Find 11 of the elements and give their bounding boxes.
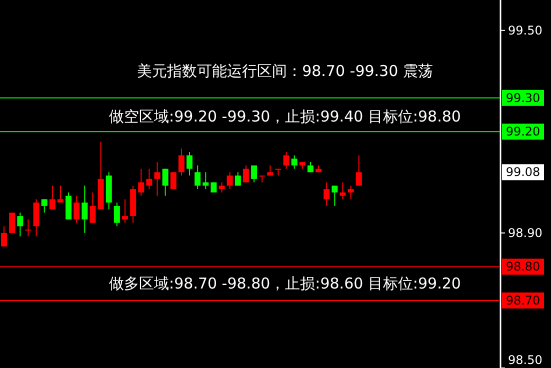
y-tick-label: 98.50 [508, 353, 542, 367]
ref-line-label: 99.30 [506, 90, 540, 105]
ref-line-label: 99.20 [506, 124, 540, 139]
y-tick-label: 98.90 [508, 226, 542, 240]
annotation: 99.08 [506, 165, 540, 180]
y-tick-label: 99.50 [508, 23, 542, 38]
text: 美元指数可能运行区间：98.70 -99.30 震荡 [137, 62, 433, 80]
ref-line-label: 98.80 [506, 260, 540, 274]
ref-line-label: 98.70 [506, 293, 540, 308]
annotation: 做多区域:98.70 -98.80，止损:98.60 目标位:99.20 [109, 274, 461, 292]
annotation: 做空区域:99.20 -99.30，止损:99.40 目标位:98.80 [109, 108, 461, 126]
